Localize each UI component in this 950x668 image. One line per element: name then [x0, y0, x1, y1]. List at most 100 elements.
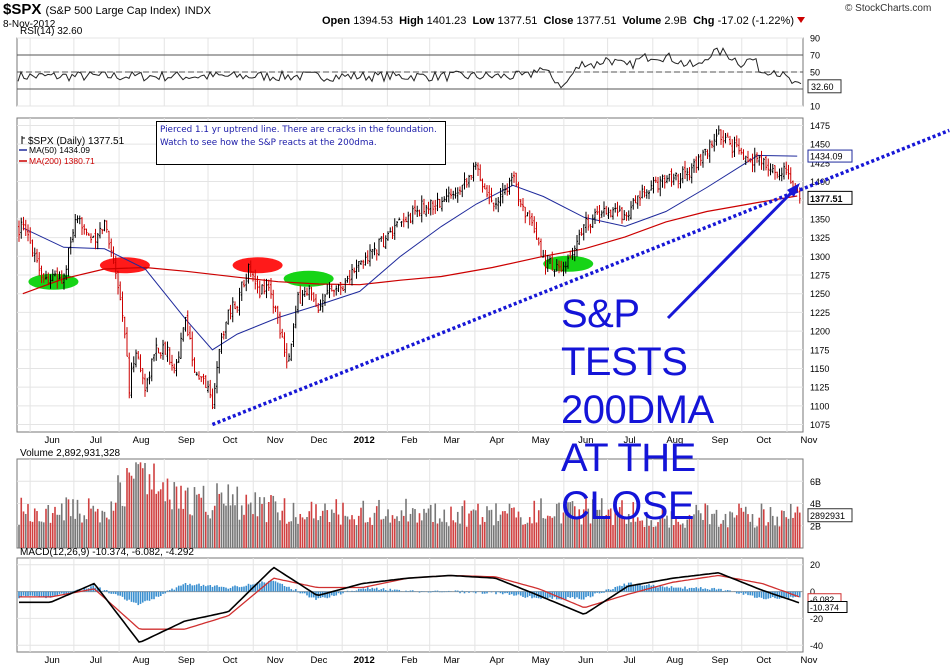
price-bar	[87, 232, 90, 236]
macd-histogram-bar	[432, 590, 434, 592]
volume-bar	[387, 509, 389, 548]
macd-histogram-bar	[675, 587, 677, 592]
macd-histogram-bar	[56, 591, 59, 596]
volume-bar	[681, 523, 684, 548]
price-bar	[245, 273, 248, 292]
price-bar	[441, 196, 443, 212]
price-bar	[713, 133, 716, 152]
price-bar	[153, 354, 155, 362]
volume-bar	[787, 518, 790, 548]
macd-histogram-bar	[274, 581, 277, 592]
macd-histogram-bar	[621, 586, 623, 592]
price-bar	[198, 371, 200, 380]
price-bar	[373, 242, 376, 256]
volume-bar	[767, 522, 770, 548]
volume-bar	[650, 520, 653, 548]
price-bar	[465, 177, 468, 188]
price-bar	[758, 155, 761, 166]
price-bar	[517, 181, 520, 207]
ma50-line	[22, 154, 798, 351]
price-bar	[276, 305, 279, 324]
volume-bar	[76, 499, 79, 548]
volume-bar	[738, 503, 740, 548]
macd-histogram-bar	[614, 586, 617, 592]
volume-bar	[677, 521, 680, 548]
macd-histogram-bar	[627, 582, 630, 592]
volume-bar	[339, 524, 342, 548]
price-bar	[591, 214, 594, 228]
price-bar	[362, 259, 365, 269]
volume-bar	[452, 520, 455, 548]
volume-bar	[267, 502, 270, 548]
macd-histogram-bar	[794, 591, 797, 597]
price-bar	[789, 167, 792, 184]
macd-histogram-bar	[270, 580, 272, 592]
macd-histogram-bar	[371, 587, 374, 592]
macd-histogram-bar	[342, 591, 344, 594]
macd-histogram-bar	[263, 582, 266, 592]
volume-bar	[292, 502, 295, 548]
macd-x-tick-label: Aug	[133, 655, 150, 666]
macd-histogram-bar	[497, 591, 500, 593]
volume-bar	[470, 510, 473, 548]
macd-histogram-bar	[166, 590, 169, 592]
volume-bar	[396, 516, 398, 548]
macd-histogram-bar	[456, 590, 459, 592]
macd-histogram-bar	[562, 591, 565, 600]
volume-bar	[756, 526, 758, 548]
macd-histogram-bar	[157, 591, 160, 597]
price-bar	[535, 221, 538, 240]
macd-histogram-bar	[564, 591, 567, 600]
price-bar	[267, 279, 270, 292]
macd-histogram-bar	[668, 587, 671, 592]
volume-bar	[123, 506, 126, 548]
volume-bar	[141, 468, 144, 548]
volume-bar	[258, 497, 261, 548]
macd-histogram-bar	[162, 591, 164, 594]
volume-bar	[65, 497, 68, 548]
volume-bar	[632, 502, 635, 548]
macd-histogram-bar	[677, 587, 680, 592]
price-bar	[186, 310, 189, 337]
price-bar	[371, 248, 374, 259]
macd-histogram-bar	[292, 590, 295, 592]
macd-histogram-bar	[72, 590, 74, 592]
macd-histogram-bar	[375, 587, 378, 592]
volume-bar	[60, 503, 63, 548]
price-bar	[405, 216, 407, 223]
volume-bar	[443, 509, 446, 548]
volume-bar	[207, 514, 209, 548]
price-bar	[27, 224, 29, 242]
macd-histogram-bar	[38, 591, 41, 598]
price-bar	[414, 200, 416, 215]
macd-histogram-bar	[119, 591, 122, 596]
price-bar	[96, 232, 99, 250]
macd-histogram-bar	[391, 590, 394, 592]
price-bar	[740, 147, 743, 155]
price-bar	[99, 222, 101, 239]
macd-histogram-bar	[27, 591, 29, 597]
volume-bar	[81, 522, 83, 548]
price-bar	[355, 259, 358, 279]
volume-y-tick-label: 4B	[810, 499, 821, 509]
price-bar	[72, 229, 74, 243]
volume-bar	[166, 478, 169, 548]
price-x-tick-label: Apr	[489, 435, 504, 446]
volume-bar	[155, 493, 158, 548]
volume-bar	[229, 505, 232, 548]
volume-bar	[173, 482, 176, 548]
price-bar	[342, 285, 344, 291]
volume-bar	[445, 522, 448, 548]
price-bar	[310, 286, 313, 301]
price-x-tick-label: Oct	[223, 435, 238, 446]
volume-bar	[321, 510, 324, 548]
volume-bar	[497, 521, 500, 548]
macd-histogram-bar	[182, 584, 185, 592]
price-legend	[19, 136, 27, 162]
macd-histogram-bar	[258, 583, 261, 592]
volume-bar	[715, 509, 718, 548]
macd-histogram-bar	[144, 591, 146, 602]
price-bar	[315, 293, 317, 308]
volume-bar	[582, 509, 585, 548]
price-bar	[600, 210, 603, 218]
